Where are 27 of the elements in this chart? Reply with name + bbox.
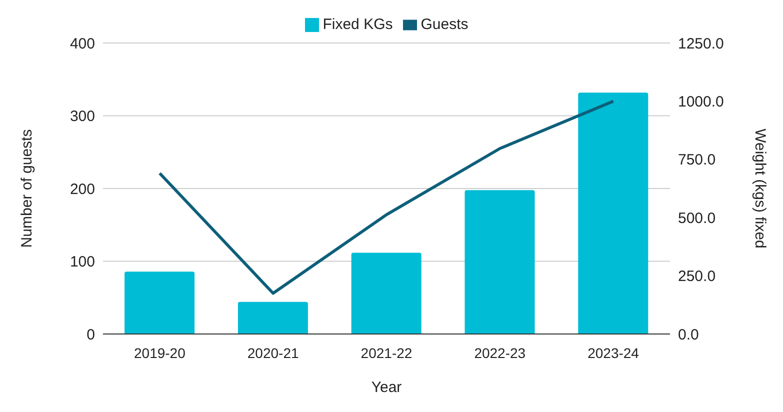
y2-tick-label: 250.0 <box>678 268 716 286</box>
y2-tick-label: 0.0 <box>678 326 699 344</box>
line-series <box>158 100 615 295</box>
bar <box>351 252 422 334</box>
y2-tick-label: 1000.0 <box>678 94 724 111</box>
bar <box>124 272 195 334</box>
x-tick-label: 2020-21 <box>247 344 299 361</box>
x-axis-title: Year <box>371 379 402 396</box>
y2-tick-label: 500.0 <box>678 210 716 227</box>
x-tick-label: 2019-20 <box>134 344 186 361</box>
y2-axis-title: Weight (kgs) fixed <box>752 128 769 248</box>
y-tick-label: 300 <box>70 108 95 126</box>
bar <box>464 190 535 334</box>
y-tick-label: 400 <box>70 35 95 52</box>
y-tick-label: 200 <box>70 180 95 198</box>
y2-tick-label: 750.0 <box>678 152 716 169</box>
bar <box>578 92 648 334</box>
y-tick-label: 100 <box>70 254 95 271</box>
legend-label: Fixed KGs <box>322 16 393 33</box>
y-tick-label: 0 <box>86 326 95 344</box>
legend-label: Guests <box>420 16 468 33</box>
x-tick-label: 2021-22 <box>360 344 412 361</box>
y-axis-title: Number of guests <box>18 129 36 248</box>
x-tick-label: 2023-24 <box>588 344 640 361</box>
x-tick-label: 2022-23 <box>474 344 526 361</box>
bar <box>238 302 308 334</box>
y2-tick-label: 1250.0 <box>678 35 724 52</box>
